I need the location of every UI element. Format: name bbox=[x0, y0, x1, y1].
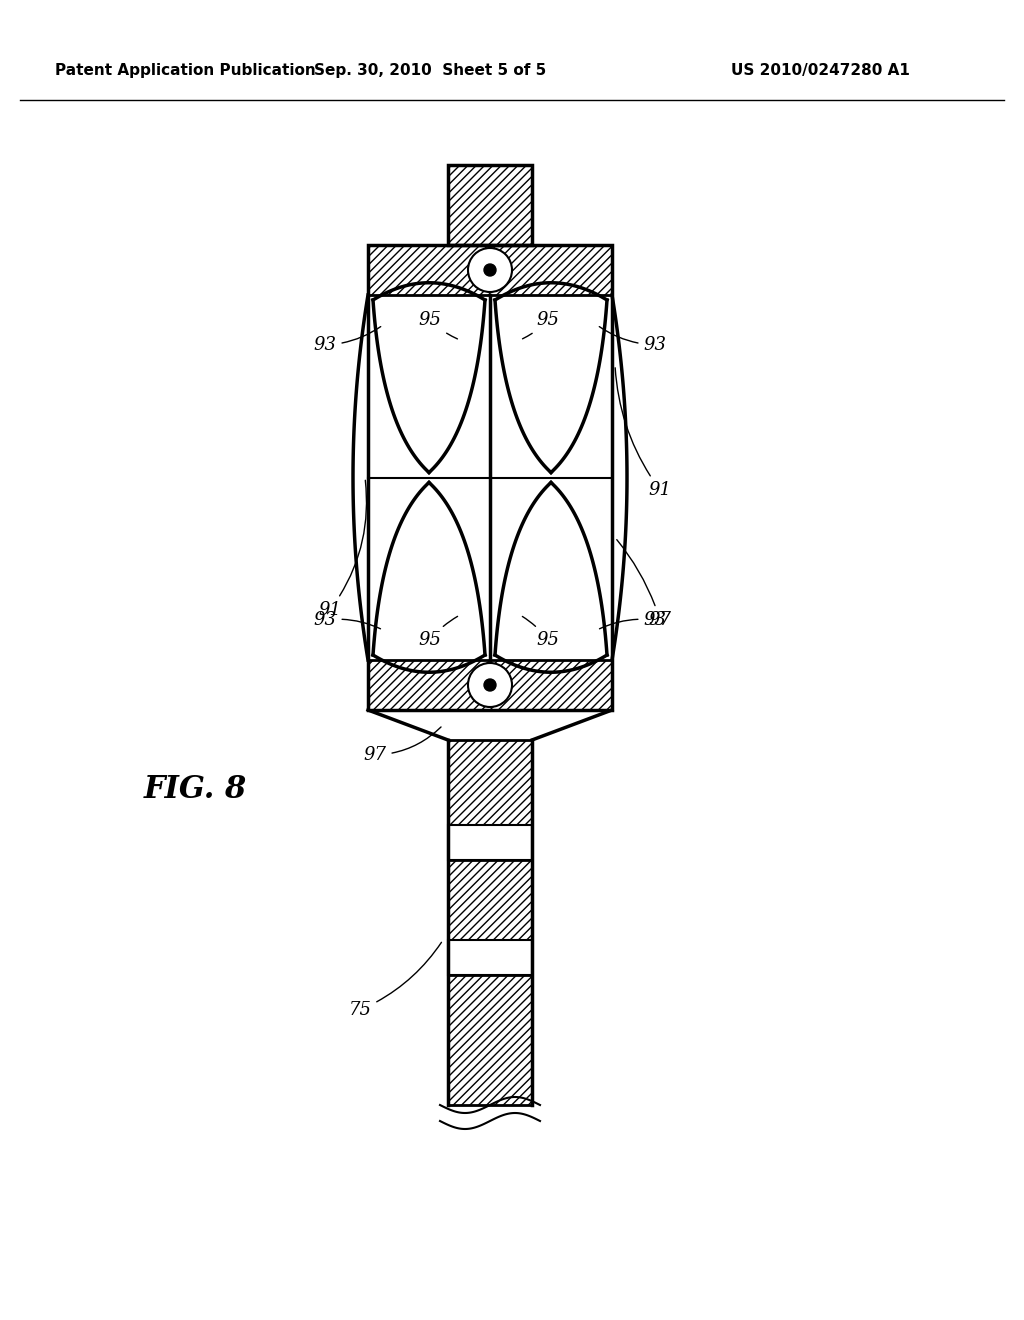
Circle shape bbox=[468, 663, 512, 708]
Text: 95: 95 bbox=[522, 616, 559, 649]
Bar bbox=[449, 165, 532, 246]
Bar bbox=[449, 165, 532, 246]
Text: 93: 93 bbox=[313, 326, 381, 354]
Text: 95: 95 bbox=[522, 312, 559, 339]
Text: 95: 95 bbox=[419, 616, 458, 649]
Bar bbox=[449, 825, 532, 861]
Bar bbox=[368, 660, 612, 710]
Bar bbox=[449, 940, 532, 975]
Bar bbox=[449, 861, 532, 940]
Bar bbox=[449, 741, 532, 825]
Text: 75: 75 bbox=[348, 942, 441, 1019]
Circle shape bbox=[484, 678, 496, 690]
Text: 93: 93 bbox=[313, 611, 381, 630]
Bar bbox=[368, 246, 612, 294]
Bar bbox=[449, 741, 532, 825]
Text: 93: 93 bbox=[599, 326, 667, 354]
Bar bbox=[449, 861, 532, 940]
Text: 95: 95 bbox=[419, 312, 458, 339]
Text: US 2010/0247280 A1: US 2010/0247280 A1 bbox=[730, 62, 909, 78]
Text: 97: 97 bbox=[616, 540, 672, 630]
Bar bbox=[449, 165, 532, 246]
Bar bbox=[368, 660, 612, 710]
Bar bbox=[368, 246, 612, 294]
Text: 91: 91 bbox=[615, 368, 672, 499]
Text: 91: 91 bbox=[318, 480, 367, 619]
Bar bbox=[368, 246, 612, 710]
Text: 93: 93 bbox=[599, 611, 667, 630]
Text: Patent Application Publication: Patent Application Publication bbox=[55, 62, 315, 78]
Circle shape bbox=[484, 264, 496, 276]
Circle shape bbox=[468, 248, 512, 292]
Bar bbox=[449, 975, 532, 1105]
Text: Sep. 30, 2010  Sheet 5 of 5: Sep. 30, 2010 Sheet 5 of 5 bbox=[314, 62, 546, 78]
Text: 97: 97 bbox=[364, 727, 441, 764]
Bar bbox=[449, 975, 532, 1105]
Text: FIG. 8: FIG. 8 bbox=[143, 775, 247, 805]
